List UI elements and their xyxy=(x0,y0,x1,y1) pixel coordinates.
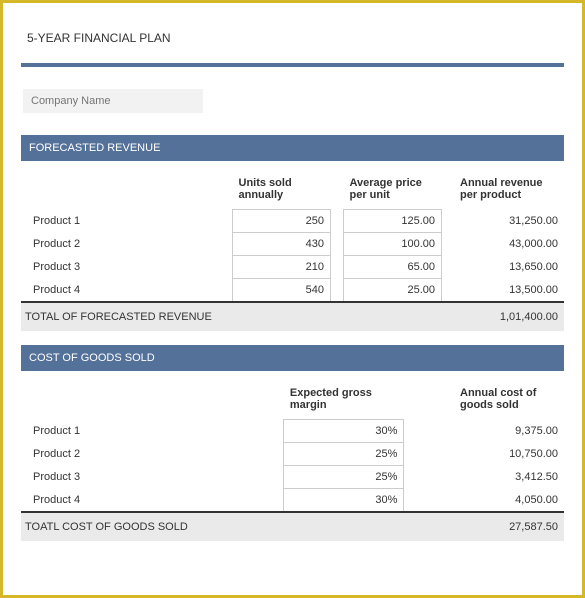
product-label: Product 3 xyxy=(21,466,284,489)
product-label: Product 3 xyxy=(21,256,233,279)
revenue-total-label: TOTAL OF FORECASTED REVENUE xyxy=(21,302,442,331)
title-divider xyxy=(21,63,564,67)
units-cell[interactable]: 210 xyxy=(233,256,331,279)
cogs-annual-cell: 9,375.00 xyxy=(454,420,564,443)
cogs-annual-cell: 4,050.00 xyxy=(454,489,564,513)
price-cell[interactable]: 25.00 xyxy=(344,279,442,303)
cogs-total-value: 27,587.50 xyxy=(454,512,564,541)
cogs-annual-cell: 3,412.50 xyxy=(454,466,564,489)
table-row: Product 1 30% 9,375.00 xyxy=(21,420,564,443)
revenue-col-price: Average price per unit xyxy=(344,173,442,210)
table-row: Product 1 250 125.00 31,250.00 xyxy=(21,210,564,233)
margin-cell[interactable]: 30% xyxy=(284,489,404,513)
product-label: Product 1 xyxy=(21,420,284,443)
table-row: Product 4 30% 4,050.00 xyxy=(21,489,564,513)
margin-cell[interactable]: 25% xyxy=(284,466,404,489)
price-cell[interactable]: 125.00 xyxy=(344,210,442,233)
margin-cell[interactable]: 30% xyxy=(284,420,404,443)
annual-cell: 31,250.00 xyxy=(454,210,564,233)
margin-cell[interactable]: 25% xyxy=(284,443,404,466)
annual-cell: 43,000.00 xyxy=(454,233,564,256)
units-cell[interactable]: 540 xyxy=(233,279,331,303)
revenue-col-annual: Annual revenue per product xyxy=(454,173,564,210)
annual-cell: 13,500.00 xyxy=(454,279,564,303)
table-row: Product 3 25% 3,412.50 xyxy=(21,466,564,489)
product-label: Product 4 xyxy=(21,279,233,303)
product-label: Product 4 xyxy=(21,489,284,513)
units-cell[interactable]: 430 xyxy=(233,233,331,256)
cogs-col-annual: Annual cost of goods sold xyxy=(454,383,564,420)
company-name-input[interactable] xyxy=(23,89,203,113)
annual-cell: 13,650.00 xyxy=(454,256,564,279)
cogs-col-margin: Expected gross margin xyxy=(284,383,404,420)
product-label: Product 2 xyxy=(21,233,233,256)
product-label: Product 1 xyxy=(21,210,233,233)
revenue-section-header: FORECASTED REVENUE xyxy=(21,135,564,161)
table-row: Product 4 540 25.00 13,500.00 xyxy=(21,279,564,303)
price-cell[interactable]: 65.00 xyxy=(344,256,442,279)
cogs-total-row: TOATL COST OF GOODS SOLD 27,587.50 xyxy=(21,512,564,541)
document-page: 5-YEAR FINANCIAL PLAN FORECASTED REVENUE… xyxy=(0,0,585,598)
page-title: 5-YEAR FINANCIAL PLAN xyxy=(21,31,564,45)
cogs-section-header: COST OF GOODS SOLD xyxy=(21,345,564,371)
revenue-total-value: 1,01,400.00 xyxy=(454,302,564,331)
revenue-table: Units sold annually Average price per un… xyxy=(21,173,564,331)
table-row: Product 2 430 100.00 43,000.00 xyxy=(21,233,564,256)
cogs-total-label: TOATL COST OF GOODS SOLD xyxy=(21,512,404,541)
revenue-total-row: TOTAL OF FORECASTED REVENUE 1,01,400.00 xyxy=(21,302,564,331)
table-row: Product 2 25% 10,750.00 xyxy=(21,443,564,466)
cogs-annual-cell: 10,750.00 xyxy=(454,443,564,466)
product-label: Product 2 xyxy=(21,443,284,466)
revenue-col-units: Units sold annually xyxy=(233,173,331,210)
table-row: Product 3 210 65.00 13,650.00 xyxy=(21,256,564,279)
price-cell[interactable]: 100.00 xyxy=(344,233,442,256)
cogs-table: Expected gross margin Annual cost of goo… xyxy=(21,383,564,541)
units-cell[interactable]: 250 xyxy=(233,210,331,233)
